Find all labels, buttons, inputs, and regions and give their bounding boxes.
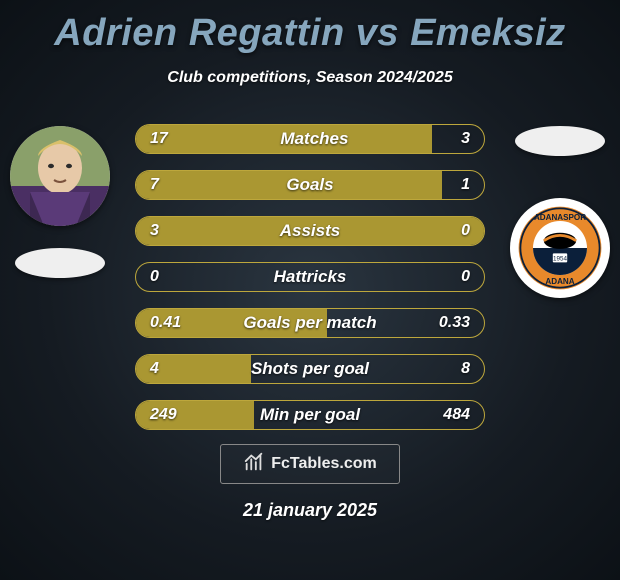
stat-value-right: 1 <box>461 176 470 194</box>
stat-bar: 0.41 Goals per match 0.33 <box>135 308 485 338</box>
brand-box[interactable]: FcTables.com <box>220 444 400 484</box>
stat-bar: 249 Min per goal 484 <box>135 400 485 430</box>
stat-value-right: 8 <box>461 360 470 378</box>
stat-value-left: 0.41 <box>150 314 181 332</box>
stat-label: Matches <box>280 129 348 149</box>
subtitle: Club competitions, Season 2024/2025 <box>0 69 620 87</box>
player-right-flag <box>515 126 605 156</box>
player-right-club-badge: ADANASPOR ADANA 1954 <box>510 198 610 298</box>
date-text: 21 january 2025 <box>0 500 620 521</box>
stat-value-right: 0 <box>461 268 470 286</box>
player-left-flag <box>15 248 105 278</box>
stat-value-left: 249 <box>150 406 177 424</box>
svg-text:ADANA: ADANA <box>545 277 574 286</box>
stat-value-left: 4 <box>150 360 159 378</box>
stat-value-left: 3 <box>150 222 159 240</box>
stat-label: Goals per match <box>243 313 376 333</box>
player-right-column: ADANASPOR ADANA 1954 <box>510 126 610 298</box>
stat-label: Hattricks <box>274 267 347 287</box>
svg-text:ADANASPOR: ADANASPOR <box>534 213 586 222</box>
page-title: Adrien Regattin vs Emeksiz <box>0 0 620 55</box>
stat-value-left: 17 <box>150 130 168 148</box>
stat-bar: 7 Goals 1 <box>135 170 485 200</box>
chart-icon <box>243 451 265 478</box>
stat-value-left: 0 <box>150 268 159 286</box>
stat-value-right: 0 <box>461 222 470 240</box>
stat-bar: 4 Shots per goal 8 <box>135 354 485 384</box>
stat-bar: 3 Assists 0 <box>135 216 485 246</box>
svg-text:1954: 1954 <box>553 256 568 263</box>
stat-value-right: 0.33 <box>439 314 470 332</box>
stat-label: Min per goal <box>260 405 360 425</box>
stats-container: 17 Matches 3 7 Goals 1 3 Assists 0 0 Hattricks 0 0.4… <box>135 124 485 430</box>
player-left-column <box>10 126 110 278</box>
stat-value-right: 484 <box>443 406 470 424</box>
stat-bar: 17 Matches 3 <box>135 124 485 154</box>
stat-label: Goals <box>286 175 333 195</box>
stat-value-right: 3 <box>461 130 470 148</box>
stat-label: Shots per goal <box>251 359 369 379</box>
stat-bar: 0 Hattricks 0 <box>135 262 485 292</box>
brand-text: FcTables.com <box>271 455 377 473</box>
stat-label: Assists <box>280 221 340 241</box>
stat-value-left: 7 <box>150 176 159 194</box>
player-left-avatar <box>10 126 110 226</box>
